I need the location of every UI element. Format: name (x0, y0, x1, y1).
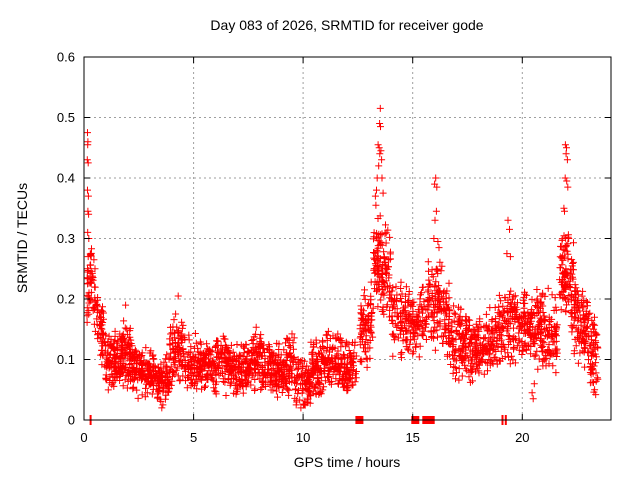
y-tick-label: 0.5 (57, 110, 75, 125)
y-tick-label: 0.2 (57, 292, 75, 307)
scatter-points (83, 104, 602, 412)
x-tick-label: 20 (515, 430, 529, 445)
x-tick-label: 10 (296, 430, 310, 445)
y-tick-label: 0.6 (57, 50, 75, 65)
y-tick-label: 0 (68, 413, 75, 428)
x-tick-label: 5 (190, 430, 197, 445)
x-tick-label: 0 (80, 430, 87, 445)
x-axis-label: GPS time / hours (293, 454, 401, 470)
y-tick-label: 0.3 (57, 231, 75, 246)
y-tick-label: 0.4 (57, 171, 75, 186)
y-tick-label: 0.1 (57, 352, 75, 367)
chart-title: Day 083 of 2026, SRMTID for receiver god… (210, 17, 484, 33)
x-tick-label: 15 (405, 430, 419, 445)
